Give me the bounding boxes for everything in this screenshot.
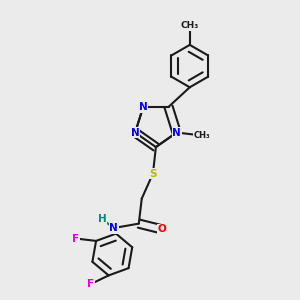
Text: F: F: [87, 279, 94, 289]
Text: H: H: [98, 214, 106, 224]
Text: S: S: [149, 169, 157, 178]
Text: N: N: [110, 223, 118, 233]
Text: F: F: [73, 233, 80, 244]
Text: N: N: [139, 102, 148, 112]
Text: CH₃: CH₃: [194, 131, 210, 140]
Text: O: O: [158, 224, 167, 235]
Text: CH₃: CH₃: [181, 21, 199, 30]
Text: N: N: [172, 128, 181, 137]
Text: N: N: [131, 128, 140, 137]
